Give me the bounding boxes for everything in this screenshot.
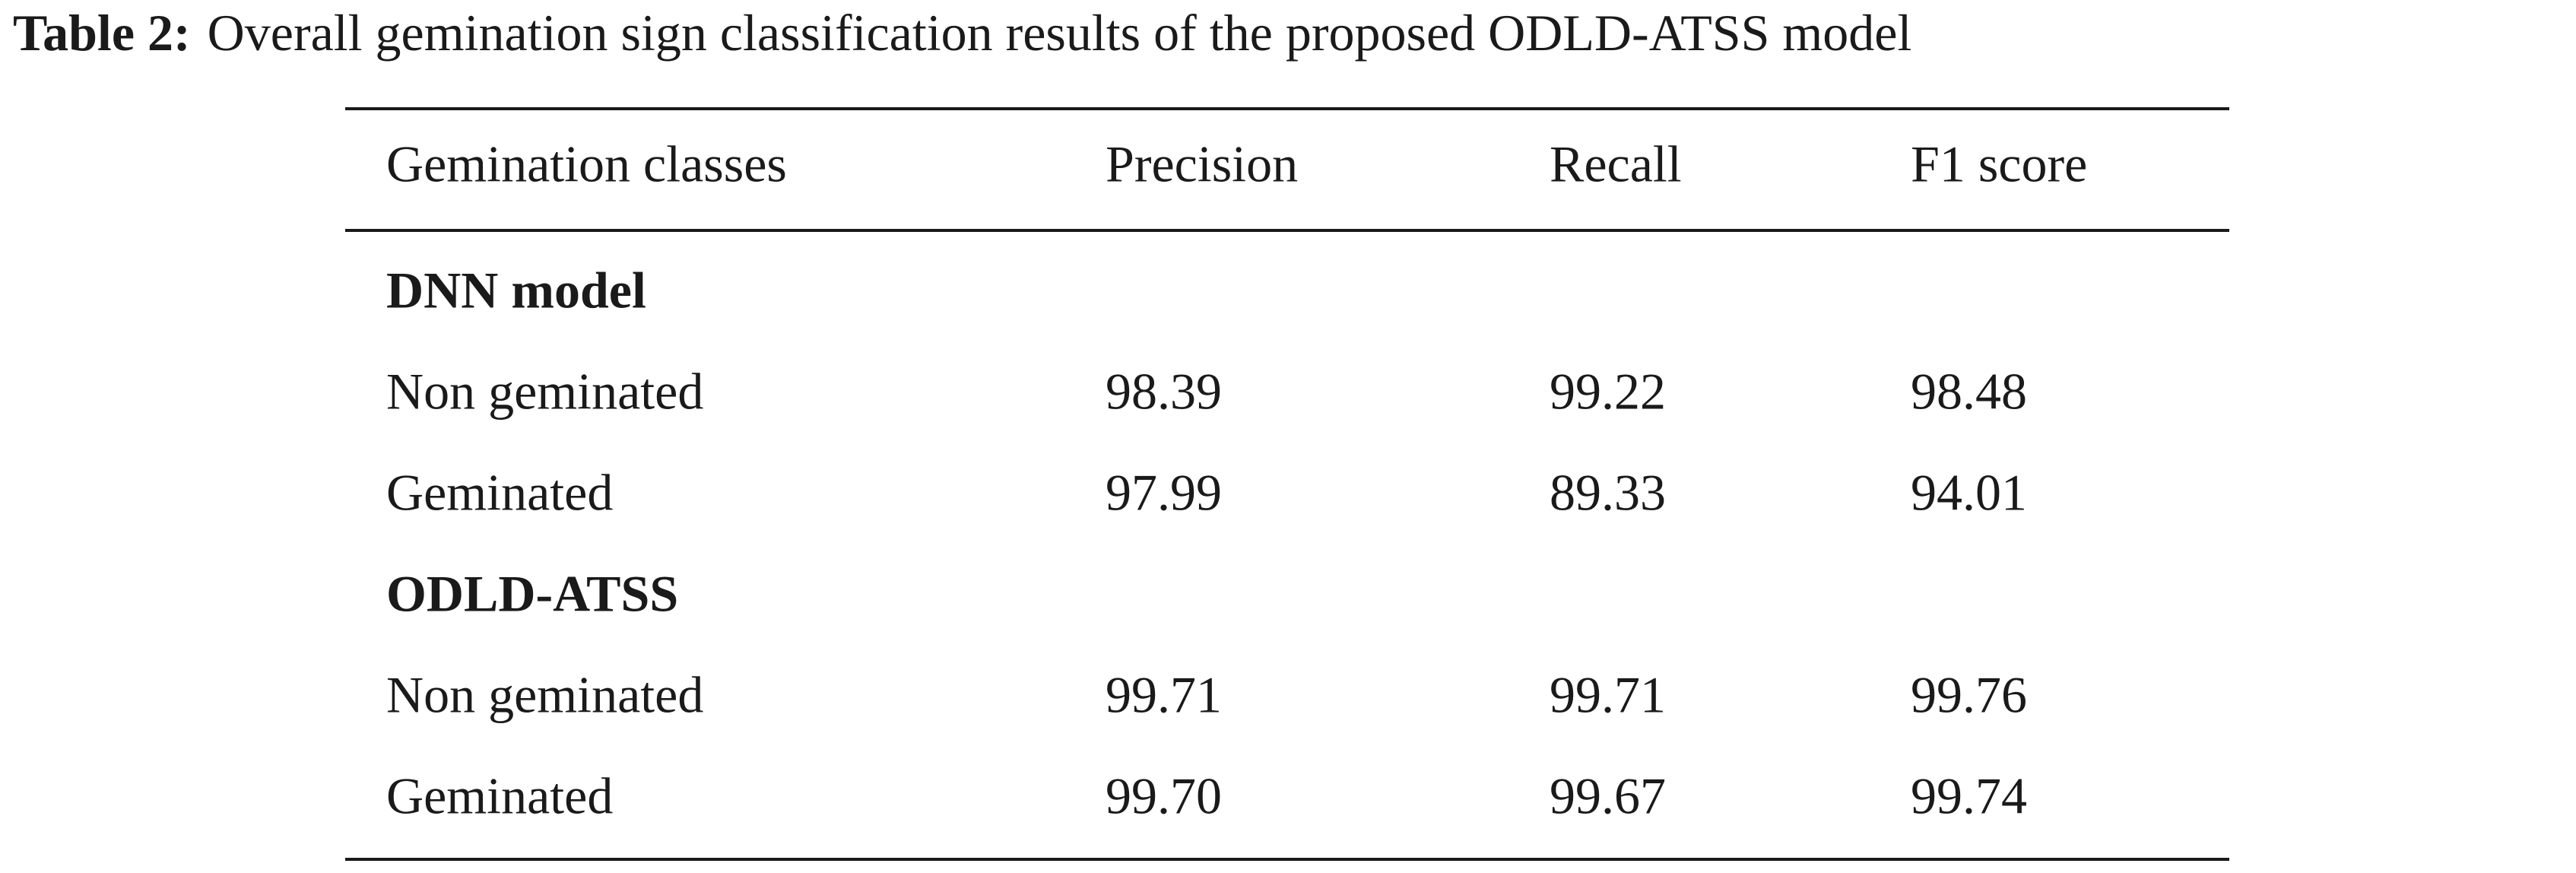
row-label: Non geminated	[386, 666, 703, 724]
cell: 98.39	[1106, 363, 1222, 421]
header-cell: Precision	[1106, 135, 1298, 193]
group-heading: DNN model	[386, 262, 646, 319]
cell: 99.22	[1550, 363, 1666, 421]
row-label: Geminated	[386, 464, 613, 522]
cell: 99.71	[1106, 666, 1222, 724]
cell: 97.99	[1106, 464, 1222, 522]
cell: 98.48	[1911, 363, 2027, 421]
header-cell: F1 score	[1911, 135, 2087, 193]
row-label: Geminated	[386, 767, 613, 825]
caption-label: Table 2:	[13, 4, 191, 62]
cell: 99.67	[1550, 767, 1666, 825]
header-cell: Recall	[1550, 135, 1682, 193]
row-label: Non geminated	[386, 363, 703, 421]
cell: 99.70	[1106, 767, 1222, 825]
caption-text: Overall gemination sign classification r…	[208, 4, 1912, 62]
cell: 99.76	[1911, 666, 2027, 724]
cell: 99.74	[1911, 767, 2027, 825]
group-heading: ODLD-ATSS	[386, 565, 678, 623]
cell: 89.33	[1550, 464, 1666, 522]
cell: 94.01	[1911, 464, 2027, 522]
header-cell: Gemination classes	[386, 135, 787, 193]
cell: 99.71	[1550, 666, 1666, 724]
caption: Table 2: Overall gemination sign classifi…	[13, 4, 1911, 62]
